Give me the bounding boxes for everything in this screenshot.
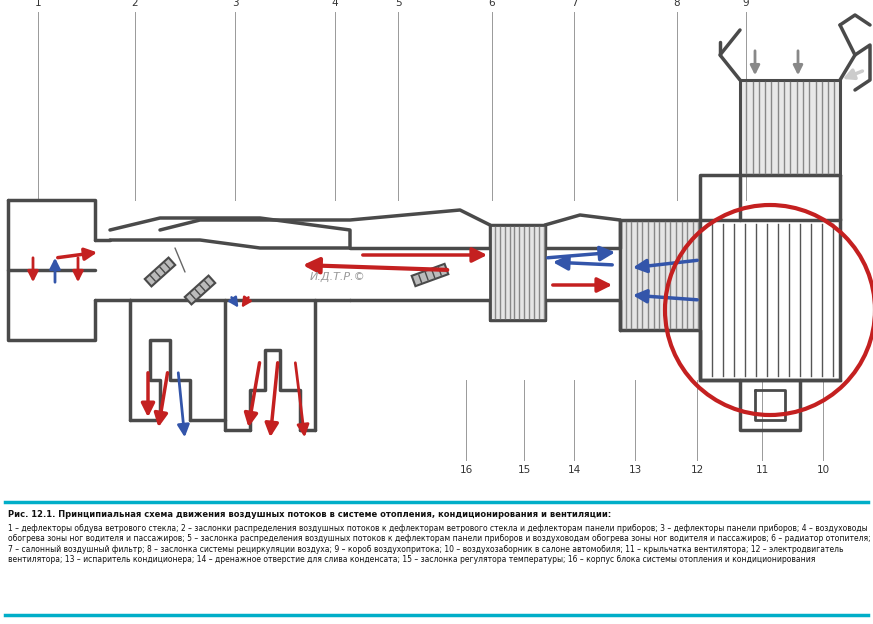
Text: 8: 8: [674, 0, 680, 8]
Text: 15: 15: [518, 465, 531, 475]
Text: 3: 3: [231, 0, 238, 8]
Bar: [490, 225, 545, 320]
Bar: [700, 220, 840, 380]
Text: 16: 16: [459, 465, 472, 475]
Text: 10: 10: [816, 465, 829, 475]
Text: 13: 13: [629, 465, 642, 475]
Text: 12: 12: [691, 465, 704, 475]
Text: 9: 9: [743, 0, 749, 8]
Polygon shape: [185, 276, 216, 305]
Text: 1: 1: [35, 0, 41, 8]
Text: 5: 5: [395, 0, 402, 8]
Text: 11: 11: [755, 465, 768, 475]
Text: 2: 2: [132, 0, 138, 8]
Bar: [740, 80, 840, 175]
Polygon shape: [412, 264, 449, 286]
Text: 6: 6: [489, 0, 495, 8]
Bar: [620, 220, 700, 330]
Text: 4: 4: [332, 0, 339, 8]
Text: 14: 14: [567, 465, 581, 475]
Text: 7: 7: [571, 0, 577, 8]
Text: 1 – дефлекторы обдува ветрового стекла; 2 – заслонки распределения воздушных пот: 1 – дефлекторы обдува ветрового стекла; …: [8, 524, 870, 564]
Text: И.Д.Т.Р.©: И.Д.Т.Р.©: [310, 272, 366, 282]
Polygon shape: [145, 258, 175, 286]
Text: Рис. 12.1. Принципиальная схема движения воздушных потоков в системе отопления, : Рис. 12.1. Принципиальная схема движения…: [8, 510, 611, 519]
